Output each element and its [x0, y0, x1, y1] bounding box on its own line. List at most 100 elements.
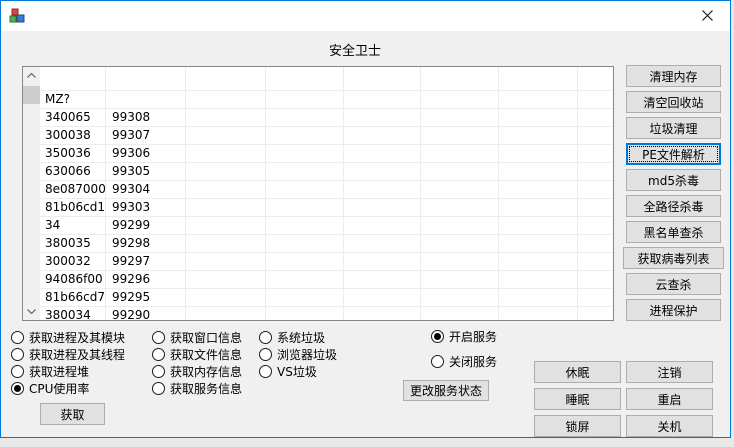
- cell-col2: 99298: [112, 236, 151, 250]
- cell-col1: 350036: [45, 146, 91, 160]
- radio-system-garbage[interactable]: 系统垃圾: [259, 329, 337, 346]
- table-row[interactable]: 380035 99298: [40, 235, 613, 253]
- sleep-button[interactable]: 睡眠: [534, 388, 621, 410]
- radio-file-info[interactable]: 获取文件信息: [152, 346, 242, 363]
- table-row[interactable]: 350036 99306: [40, 145, 613, 163]
- radio-label: CPU使用率: [29, 382, 90, 396]
- cell-col2: 99304: [112, 182, 151, 196]
- cell-col2: 99306: [112, 146, 151, 160]
- radio-start-service[interactable]: 开启服务: [431, 328, 497, 345]
- cell-col1: 94086f00: [45, 272, 103, 286]
- table-row[interactable]: [40, 67, 613, 91]
- system-info-radio-group: 获取窗口信息 获取文件信息 获取内存信息 获取服务信息: [152, 329, 242, 397]
- table-row[interactable]: 300038 99307: [40, 127, 613, 145]
- cell-col2: [112, 91, 613, 108]
- md5-antivirus-button[interactable]: md5杀毒: [626, 169, 721, 191]
- cell-col2: 99299: [112, 218, 151, 232]
- cell-col2: 99295: [112, 290, 151, 304]
- result-listview[interactable]: MZ? 340065 99308 300038 99307 350036 993…: [22, 66, 614, 321]
- empty-recycle-bin-button[interactable]: 清空回收站: [626, 91, 721, 113]
- cell-col1: 380035: [45, 236, 91, 250]
- clean-memory-button[interactable]: 清理内存: [626, 65, 721, 87]
- radio-icon: [11, 382, 24, 395]
- gridline: [343, 67, 344, 320]
- table-row[interactable]: 300032 99297: [40, 253, 613, 271]
- radio-window-info[interactable]: 获取窗口信息: [152, 329, 242, 346]
- radio-process-threads[interactable]: 获取进程及其线程: [11, 346, 125, 363]
- scrollbar-thumb[interactable]: [23, 86, 40, 104]
- radio-icon: [152, 365, 165, 378]
- radio-stop-service[interactable]: 关闭服务: [431, 353, 497, 370]
- radio-browser-garbage[interactable]: 浏览器垃圾: [259, 346, 337, 363]
- cell-col2: 99305: [112, 164, 151, 178]
- listview-content: MZ? 340065 99308 300038 99307 350036 993…: [40, 67, 613, 320]
- cell-col1: [40, 67, 112, 90]
- logoff-button[interactable]: 注销: [626, 361, 713, 383]
- process-protect-button[interactable]: 进程保护: [626, 299, 721, 321]
- blacklist-scan-button[interactable]: 黑名单查杀: [626, 221, 721, 243]
- chevron-down-icon: [27, 309, 36, 314]
- radio-icon: [152, 348, 165, 361]
- radio-label: 获取窗口信息: [170, 331, 243, 345]
- radio-icon: [431, 355, 444, 368]
- hibernate-button[interactable]: 休眠: [534, 361, 621, 383]
- gridline: [577, 67, 578, 320]
- cell-col2: [112, 67, 613, 90]
- cell-col2: 99296: [112, 272, 151, 286]
- lockscreen-button[interactable]: 锁屏: [534, 415, 621, 437]
- radio-service-info[interactable]: 获取服务信息: [152, 380, 242, 397]
- table-row[interactable]: 380034 99290: [40, 307, 613, 320]
- radio-process-heap[interactable]: 获取进程堆: [11, 363, 125, 380]
- change-service-state-button[interactable]: 更改服务状态: [403, 380, 489, 401]
- close-button[interactable]: [685, 1, 730, 30]
- radio-label: 开启服务: [449, 330, 498, 344]
- radio-cpu-usage[interactable]: CPU使用率: [11, 380, 125, 397]
- shutdown-button[interactable]: 关机: [626, 415, 713, 437]
- cell-col1: 340065: [45, 110, 91, 124]
- app-icon: [9, 8, 25, 23]
- cell-col1: 630066: [45, 164, 91, 178]
- get-button[interactable]: 获取: [40, 403, 105, 425]
- close-icon: [702, 10, 713, 21]
- radio-label: 获取进程及其模块: [29, 331, 126, 345]
- radio-label: 关闭服务: [449, 355, 498, 369]
- table-row[interactable]: 94086f00 99296: [40, 271, 613, 289]
- radio-process-modules[interactable]: 获取进程及其模块: [11, 329, 125, 346]
- radio-icon: [259, 331, 272, 344]
- vertical-scrollbar[interactable]: [23, 67, 40, 320]
- radio-label: 获取服务信息: [170, 382, 243, 396]
- radio-icon: [11, 331, 24, 344]
- cell-col2: 99297: [112, 254, 151, 268]
- scroll-up-button[interactable]: [23, 67, 40, 84]
- garbage-radio-group: 系统垃圾 浏览器垃圾 VS垃圾: [259, 329, 337, 380]
- pe-file-parse-button[interactable]: PE文件解析: [626, 143, 721, 165]
- cloud-scan-button[interactable]: 云查杀: [626, 273, 721, 295]
- fullpath-antivirus-button[interactable]: 全路径杀毒: [626, 195, 721, 217]
- table-row[interactable]: 34 99299: [40, 217, 613, 235]
- table-row[interactable]: 8e087000 99304: [40, 181, 613, 199]
- radio-icon: [11, 348, 24, 361]
- app-title-label: 安全卫士: [328, 44, 381, 59]
- cell-col2: 99290: [112, 308, 151, 320]
- cell-col2: 99307: [112, 128, 151, 142]
- radio-icon: [259, 365, 272, 378]
- get-virus-list-button[interactable]: 获取病毒列表: [623, 247, 724, 269]
- cell-col1: 81b66cd7: [45, 290, 106, 304]
- table-row[interactable]: 340065 99308: [40, 109, 613, 127]
- radio-memory-info[interactable]: 获取内存信息: [152, 363, 242, 380]
- table-row[interactable]: 630066 99305: [40, 163, 613, 181]
- titlebar: [1, 1, 730, 31]
- gridline: [105, 67, 106, 320]
- cell-col1: 34: [45, 218, 61, 232]
- radio-icon: [152, 382, 165, 395]
- table-row[interactable]: MZ?: [40, 91, 613, 109]
- process-info-radio-group: 获取进程及其模块 获取进程及其线程 获取进程堆 CPU使用率: [11, 329, 125, 397]
- radio-vs-garbage[interactable]: VS垃圾: [259, 363, 337, 380]
- radio-label: 浏览器垃圾: [277, 348, 338, 362]
- side-action-panel: 清理内存 清空回收站 垃圾清理 PE文件解析 md5杀毒 全路径杀毒 黑名单查杀…: [623, 65, 724, 321]
- restart-button[interactable]: 重启: [626, 388, 713, 410]
- table-row[interactable]: 81b66cd7 99295: [40, 289, 613, 307]
- scroll-down-button[interactable]: [23, 303, 40, 320]
- garbage-clean-button[interactable]: 垃圾清理: [626, 117, 721, 139]
- table-row[interactable]: 81b06cd1 99303: [40, 199, 613, 217]
